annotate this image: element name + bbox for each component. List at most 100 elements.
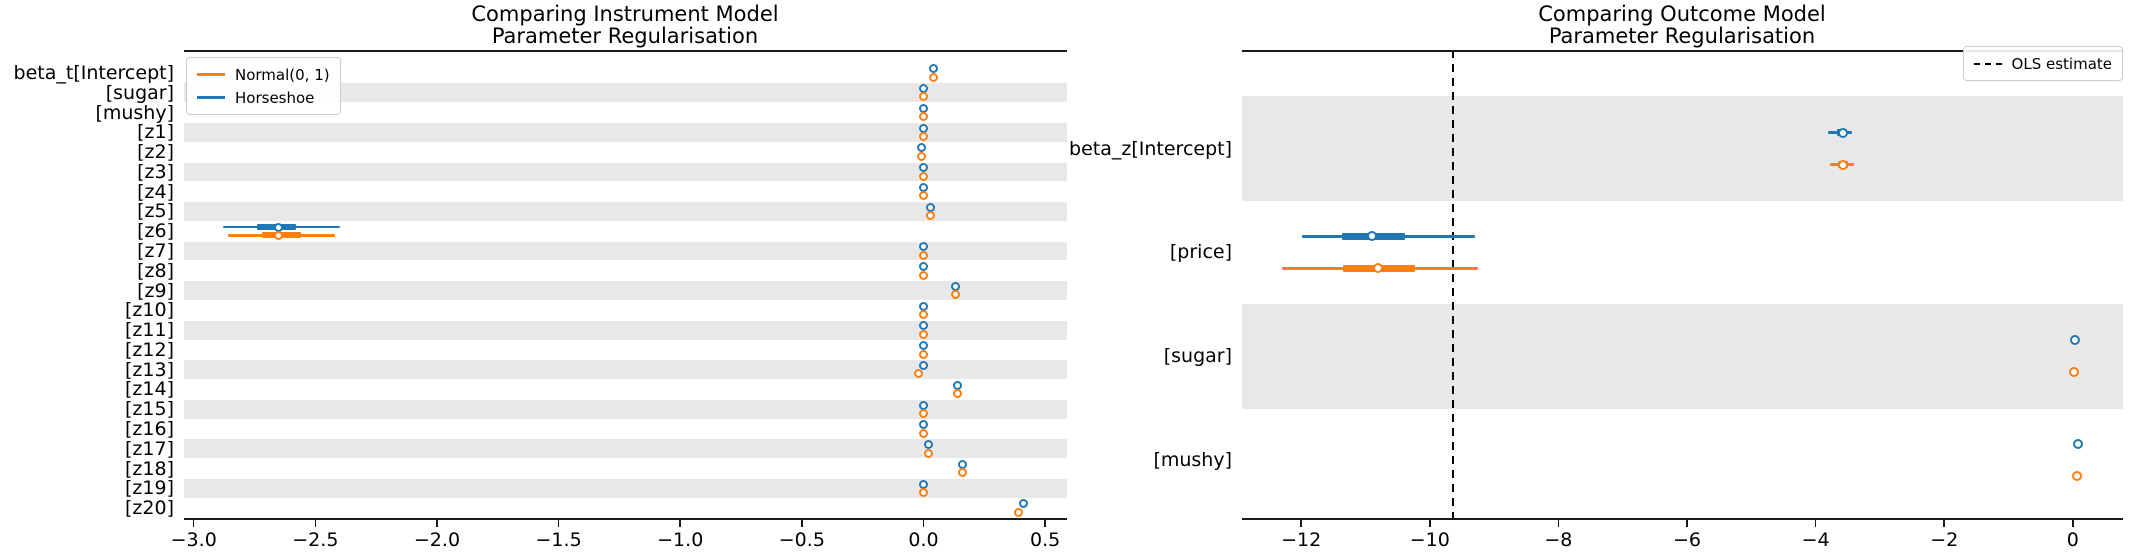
mean-marker [918,310,928,320]
y-axis-label: [z3] [137,160,174,183]
mean-marker [918,349,928,359]
mean-marker [918,301,928,311]
legend-label-horseshoe: Horseshoe [235,88,315,107]
mean-marker [2072,470,2083,481]
x-tick [1429,519,1431,527]
mean-marker [918,321,928,331]
mean-marker [953,389,963,399]
mean-marker [918,488,928,498]
mean-marker [918,428,928,438]
mean-marker [274,230,284,240]
y-axis-label: [z2] [137,141,174,164]
mean-marker [918,270,928,280]
mean-marker [1366,231,1377,242]
y-axis-label: [z19] [125,477,174,500]
x-tick-label: −2.0 [413,529,461,551]
mean-marker [918,420,928,430]
y-axis-label: [z5] [137,200,174,223]
mean-marker [916,151,926,161]
y-axis-label: [z16] [125,418,174,441]
x-tick [801,519,803,527]
x-tick-label: 0.5 [1029,529,1061,551]
mean-marker [914,369,924,379]
mean-marker [950,281,960,291]
x-tick-label: −2 [1930,529,1959,551]
row-band [184,241,1067,261]
x-tick-label: 0.0 [908,529,939,551]
mean-marker [918,163,928,173]
y-axis-label: beta_z[Intercept] [1069,137,1232,160]
horseshoe-line-sample [197,96,225,99]
mean-marker [928,72,938,82]
y-axis-label: [z9] [137,279,174,302]
mean-marker [957,468,967,478]
mean-marker [2072,438,2083,449]
row-band [184,320,1067,340]
mean-marker [923,448,933,458]
y-axis-label: [z15] [125,398,174,421]
mean-marker [918,329,928,339]
x-tick-label: −3.0 [170,529,217,551]
x-tick-label: −4 [1801,529,1830,551]
y-axis-label: [z7] [137,240,174,263]
y-axis-label: [sugar] [105,81,174,104]
mean-marker [918,262,928,272]
x-tick-label: −1.0 [657,529,704,551]
mean-marker [953,380,963,390]
row-band [184,162,1067,182]
x-tick-label: −6 [1672,529,1701,551]
mean-marker [923,440,933,450]
mean-marker [928,64,938,74]
outcome-legend: OLS estimate [1962,46,2123,81]
y-axis-label: [z4] [137,180,174,203]
y-axis-label: [z8] [137,259,174,282]
mean-marker [1372,263,1383,274]
mean-marker [918,479,928,489]
x-tick-label: −0.5 [778,529,825,551]
legend-entry-ols: OLS estimate [1973,52,2112,75]
y-axis-label: [z17] [125,437,174,460]
mean-marker [1837,159,1848,170]
instrument-legend: Normal(0, 1) Horseshoe [186,57,341,115]
mean-marker [918,171,928,181]
mean-marker [274,222,284,232]
legend-entry-normal: Normal(0, 1) [197,63,330,86]
mean-marker [918,341,928,351]
bottom-spine [1242,518,2123,520]
mean-marker [918,123,928,133]
x-tick-label: −12 [1281,529,1322,551]
ols-vline [1451,50,1454,518]
x-tick [1557,519,1560,527]
legend-label-ols: OLS estimate [2011,54,2112,73]
row-band [184,439,1067,459]
mean-marker [950,290,960,300]
x-tick [2072,519,2074,527]
x-tick [192,519,195,527]
y-axis-label: [z14] [125,378,174,401]
mean-marker [918,191,928,201]
mean-marker [918,112,928,122]
mean-marker [918,132,928,142]
y-axis-label: [z12] [125,338,174,361]
mean-marker [918,103,928,113]
mean-marker [1018,499,1028,509]
top-spine [184,50,1067,52]
mean-marker [918,408,928,418]
ols-dashed-line-sample [1973,62,2002,65]
x-tick [1686,519,1688,527]
y-axis-label: [z20] [125,497,174,520]
mean-marker [957,459,967,469]
mean-marker [916,143,926,153]
y-axis-label: [z13] [125,358,174,381]
y-axis-label: [z6] [137,220,174,243]
mean-marker [1837,127,1848,138]
row-band [1242,303,2123,409]
x-tick [436,519,438,527]
mean-marker [2069,367,2080,377]
x-tick [679,519,681,527]
mean-marker [1013,507,1023,517]
mean-marker [918,92,928,102]
mean-marker [918,250,928,260]
bottom-spine [184,518,1067,520]
